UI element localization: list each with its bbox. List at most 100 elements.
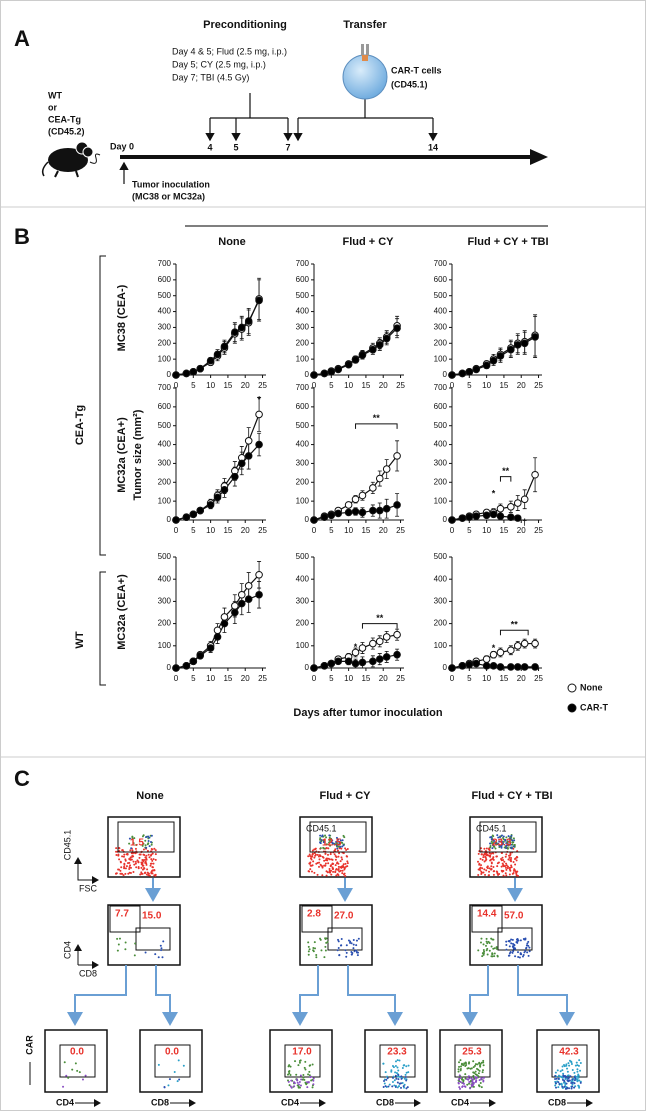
event-dot [485,854,488,857]
data-point [237,459,246,468]
day-tick-label: 7 [285,142,290,152]
event-dot [479,1082,482,1085]
event-dot [315,956,318,959]
event-dot [287,1080,290,1083]
y-tick-label: 400 [158,307,172,316]
event-dot [493,840,496,843]
data-point [244,582,253,590]
event-dot [135,844,138,847]
data-point [375,506,384,515]
event-dot [294,1060,297,1063]
gate-value: 15.0 [142,911,162,922]
event-dot [299,1084,302,1087]
event-dot [137,867,140,870]
event-dot [480,1078,483,1081]
x-tick-label: 20 [517,526,526,535]
event-dot [578,1086,581,1089]
event-dot [482,1080,485,1083]
event-dot [131,849,134,852]
data-point [351,648,360,657]
data-point [507,513,515,521]
event-dot [502,874,505,877]
event-dot [465,1062,468,1065]
event-dot [123,865,126,868]
x-axis-label: CD8 [376,1097,394,1107]
event-dot [296,1081,299,1084]
event-dot [566,1070,569,1073]
event-dot [116,937,119,940]
event-dot [515,873,518,876]
event-dot [516,951,519,954]
event-dot [115,847,118,850]
event-dot [330,873,333,876]
event-dot [115,850,118,853]
event-dot [299,1074,302,1077]
event-dot [67,1076,70,1079]
data-point [482,361,491,370]
event-dot [147,874,150,877]
data-point [231,328,239,336]
x-tick-label: 15 [223,674,232,683]
data-point [344,657,353,666]
event-dot [329,844,332,847]
event-dot [578,1079,581,1082]
data-point [369,639,377,648]
event-dot [504,872,507,875]
event-dot [319,838,322,841]
event-dot [122,855,125,858]
data-point [393,501,401,509]
event-dot [152,862,155,865]
event-dot [325,843,328,846]
y-tick-label: 500 [158,421,172,430]
event-dot [480,872,483,875]
data-point [244,452,253,460]
gate [284,1044,321,1078]
event-dot [487,874,490,877]
event-dot [493,870,496,873]
event-dot [339,846,342,849]
event-dot [574,1064,577,1067]
event-dot [505,868,508,871]
y-tick-label: 500 [296,291,310,300]
data-point [244,317,253,325]
event-dot [477,852,480,855]
event-dot [482,1064,485,1067]
event-dot [386,1077,389,1080]
event-dot [482,1076,485,1079]
plot-frame [469,904,543,966]
event-dot [469,1087,472,1090]
event-dot [336,849,339,852]
event-dot [484,855,487,858]
event-dot [472,1066,475,1069]
data-point [382,504,391,513]
event-dot [514,955,517,958]
x-axis-label: CD4 [451,1097,469,1107]
data-point [458,369,467,378]
event-dot [335,841,338,844]
event-dot [513,869,516,872]
event-dot [345,865,348,868]
event-dot [474,1063,477,1066]
event-dot [145,854,148,857]
event-dot [509,950,512,953]
event-dot [149,864,152,867]
data-point [196,506,205,515]
data-point [213,493,222,502]
event-dot [318,865,321,868]
y-tick-label: 400 [434,440,448,449]
event-dot [304,1060,307,1063]
event-dot [145,858,148,861]
y-tick-label: 600 [434,402,448,411]
x-tick-label: 20 [241,674,250,683]
event-dot [554,1071,557,1074]
event-dot [357,937,360,940]
event-dot [301,1078,304,1081]
event-dot [338,841,341,844]
event-dot [340,847,343,850]
event-dot [341,872,344,875]
event-dot [398,1085,401,1088]
data-point [327,511,336,520]
annotation: ** [373,413,381,423]
event-dot [515,855,518,858]
y-tick-label: 500 [434,291,448,300]
